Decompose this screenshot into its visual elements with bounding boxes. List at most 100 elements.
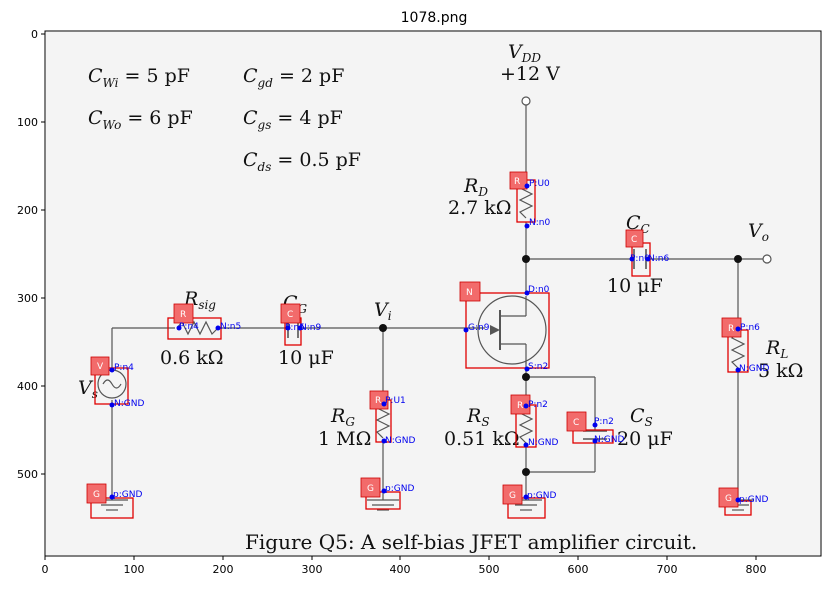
cg-value: 10 μF <box>278 347 334 369</box>
x-tick-label: 800 <box>746 563 767 576</box>
pin-label: P:n4 <box>179 322 199 332</box>
pin-label: N:n5 <box>220 322 241 332</box>
y-axis: 0 100 200 300 400 500 <box>17 28 45 481</box>
x-tick-label: 600 <box>568 563 589 576</box>
vdd-label: VDD <box>508 41 541 65</box>
pin-label: P:n6 <box>740 323 760 333</box>
pin-label: N:n9 <box>300 323 321 333</box>
rs-tag-badge <box>510 394 531 415</box>
g4-tag: G <box>725 494 732 504</box>
pin-label: P:n4 <box>114 363 134 373</box>
pin-label: N:n0 <box>529 218 550 228</box>
pin-label: p:GND <box>385 484 414 494</box>
cs-tag: C <box>573 418 579 428</box>
pin-label: P:n0 <box>630 254 650 264</box>
pin-dots <box>109 183 741 503</box>
vs-tag: V <box>97 362 104 372</box>
x-tick-label: 700 <box>657 563 678 576</box>
cc-tag-badge <box>625 229 644 248</box>
rsig-value: 0.6 kΩ <box>160 347 224 369</box>
cs-tag-badge <box>566 411 587 432</box>
pin-label: p:GND <box>739 495 768 505</box>
pin-label: p:GND <box>113 490 142 500</box>
rs-value: 0.51 kΩ <box>444 428 520 450</box>
param-cwi: CWi = 5 pF <box>88 65 190 90</box>
cc-label: CC <box>626 212 650 236</box>
pin-label: N:n6 <box>648 254 669 264</box>
g2-tag-badge <box>360 477 381 498</box>
circuit-labels: VDD +12 V RD 2.7 kΩ CC 10 μF Vo Rsig 0.6… <box>78 41 803 450</box>
param-cgs: Cgs = 4 pF <box>243 107 343 132</box>
y-tick-label: 300 <box>17 292 38 305</box>
param-cds: Cds = 0.5 pF <box>243 149 361 174</box>
sine-wave-icon <box>102 379 122 389</box>
pin-label: G:n9 <box>468 323 490 333</box>
rd-tag-badge <box>509 171 528 190</box>
cs-label: CS <box>630 405 653 429</box>
jfet-symbol <box>477 295 547 365</box>
x-axis: 0 100 200 300 400 500 600 700 800 <box>42 556 767 576</box>
rd-tag: R <box>514 177 520 187</box>
detection-tags: R C N R C V R R C R G G G G <box>86 171 742 508</box>
pin-label: P:n5 <box>285 323 305 333</box>
g1-tag-badge <box>86 483 107 504</box>
rd-label: RD <box>463 175 488 199</box>
pin-label: P:U1 <box>385 396 406 406</box>
g3-tag-badge <box>502 484 523 505</box>
g3-tag: G <box>509 491 516 501</box>
pin-label: N:GND <box>114 399 144 409</box>
figure-title: 1078.png <box>401 10 468 26</box>
vi-label: Vi <box>374 299 392 323</box>
cg-tag-badge <box>280 303 301 324</box>
rg-value: 1 MΩ <box>318 428 371 450</box>
rs-label: RS <box>466 405 490 429</box>
rg-tag: R <box>375 396 381 406</box>
y-tick-label: 100 <box>17 116 38 129</box>
x-tick-label: 200 <box>213 563 234 576</box>
pin-label: D:n0 <box>528 285 550 295</box>
g1-tag: G <box>93 490 100 500</box>
y-tick-label: 400 <box>17 380 38 393</box>
rl-tag: R <box>728 324 734 334</box>
vdd-value: +12 V <box>500 63 560 85</box>
n-tag: N <box>466 288 473 298</box>
rsig-detection-box <box>167 317 222 340</box>
rsig-tag: R <box>180 310 186 320</box>
y-tick-label: 0 <box>31 28 38 41</box>
rl-value: 5 kΩ <box>758 360 803 382</box>
pin-label: S:n2 <box>528 362 548 372</box>
y-tick-label: 200 <box>17 204 38 217</box>
x-tick-label: 500 <box>479 563 500 576</box>
rs-tag: R <box>517 401 523 411</box>
rd-value: 2.7 kΩ <box>448 197 512 219</box>
cc-value: 10 μF <box>607 275 663 297</box>
pin-label: N:GND <box>528 438 558 448</box>
y-tick-label: 500 <box>17 468 38 481</box>
pin-label: N:GND <box>594 435 624 445</box>
image-area <box>46 32 820 555</box>
vo-label: Vo <box>748 220 769 244</box>
pin-label: N:GND <box>739 364 769 374</box>
parameter-list: CWi = 5 pF Cgd = 2 pF CWo = 6 pF Cgs = 4… <box>88 65 361 174</box>
cs-value: 20 μF <box>617 428 673 450</box>
rl-label: RL <box>765 337 788 361</box>
rg-label: RG <box>330 405 355 429</box>
vdd-terminal <box>521 96 531 106</box>
g2-tag: G <box>367 484 374 494</box>
x-tick-label: 400 <box>390 563 411 576</box>
param-cwo: CWo = 6 pF <box>88 107 193 132</box>
figure-caption: Figure Q5: A self-bias JFET amplifier ci… <box>245 530 697 554</box>
rl-tag-badge <box>721 317 742 338</box>
cg-tag: C <box>287 310 293 320</box>
vs-tag-badge <box>90 356 110 376</box>
cc-tag: C <box>631 235 637 245</box>
resistor-symbols <box>176 181 746 444</box>
junction-dots <box>379 255 742 476</box>
x-tick-label: 100 <box>124 563 145 576</box>
pin-label: N:GND <box>385 436 415 446</box>
pin-label: p:GND <box>527 491 556 501</box>
n-tag-badge <box>459 281 481 302</box>
x-tick-label: 0 <box>42 563 49 576</box>
pin-label: P:n2 <box>528 400 548 410</box>
